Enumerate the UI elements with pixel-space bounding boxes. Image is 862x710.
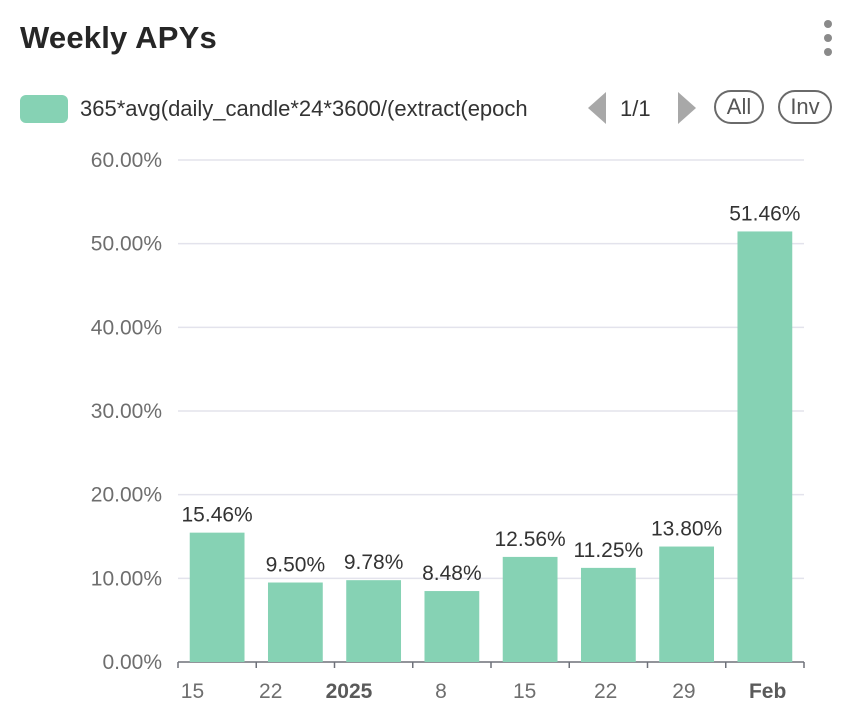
bar [659, 546, 715, 662]
data-label: 9.50% [266, 554, 326, 577]
x-tick-label: Feb [749, 680, 786, 703]
kebab-dot [824, 20, 832, 28]
bar [580, 567, 636, 662]
bar [424, 591, 480, 662]
data-label: 8.48% [422, 562, 482, 585]
legend-page-indicator: 1/1 [620, 96, 651, 121]
data-label: 12.56% [495, 528, 566, 551]
y-tick-label: 40.00% [91, 316, 162, 339]
legend-series-label[interactable]: 365*avg(daily_candle*24*3600/(extract(ep… [80, 96, 528, 121]
y-tick-label: 50.00% [91, 233, 162, 256]
kebab-menu-icon[interactable] [818, 20, 838, 56]
triangle-left-icon[interactable] [588, 92, 606, 124]
data-label: 15.46% [182, 504, 253, 527]
kebab-dot [824, 34, 832, 42]
y-tick-label: 60.00% [91, 149, 162, 172]
bar [502, 556, 558, 662]
x-tick-label: 29 [672, 680, 695, 703]
legend: 365*avg(daily_candle*24*3600/(extract(ep… [20, 90, 840, 130]
data-label: 51.46% [729, 202, 800, 225]
data-label: 13.80% [651, 518, 722, 541]
triangle-right-icon[interactable] [678, 92, 696, 124]
y-tick-label: 10.00% [91, 567, 162, 590]
x-tick-label: 8 [435, 680, 447, 703]
y-tick-label: 0.00% [102, 651, 162, 674]
select-all-button[interactable]: All [714, 90, 764, 124]
x-tick-label: 15 [513, 680, 536, 703]
bar [189, 532, 245, 662]
bar [737, 231, 793, 662]
x-tick-label: 15 [181, 680, 204, 703]
legend-swatch[interactable] [20, 95, 68, 123]
bar [267, 582, 323, 662]
bar [346, 580, 402, 662]
data-label: 11.25% [574, 539, 644, 562]
kebab-dot [824, 48, 832, 56]
x-tick-label: 22 [259, 680, 282, 703]
y-tick-label: 20.00% [91, 484, 162, 507]
x-tick-label: 22 [594, 680, 617, 703]
y-tick-label: 30.00% [91, 400, 162, 423]
x-tick-label: 2025 [326, 680, 373, 703]
invert-selection-button[interactable]: Inv [778, 90, 832, 124]
data-label: 9.78% [344, 551, 404, 574]
chart-title: Weekly APYs [20, 20, 217, 55]
